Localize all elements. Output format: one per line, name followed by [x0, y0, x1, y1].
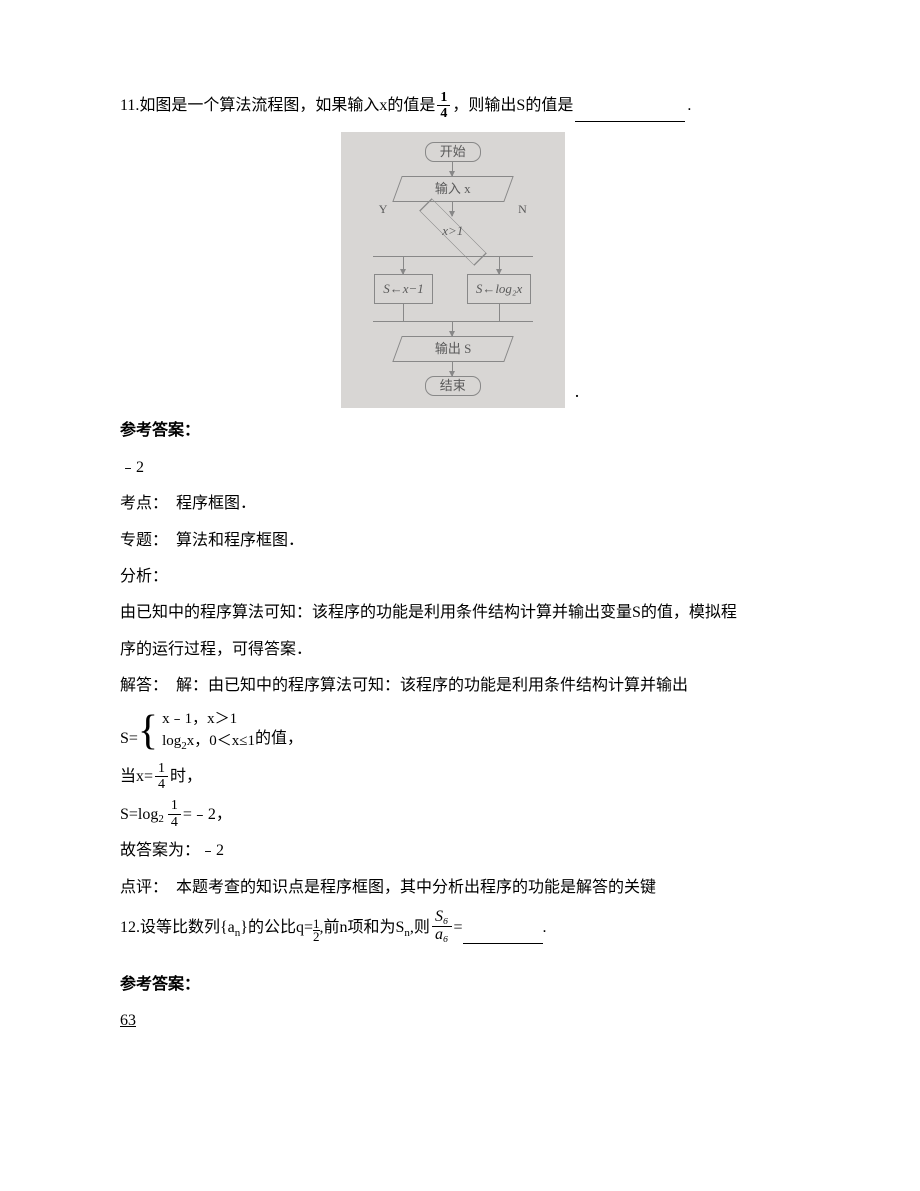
frac-num: 1	[437, 90, 450, 106]
flowchart-yes-label: Y	[379, 198, 388, 221]
q11-number: 11.	[120, 91, 139, 121]
q11-zhuanti: 专题： 算法和程序框图．	[120, 526, 800, 556]
flowchart-input: 输入 x	[392, 176, 513, 202]
q11-jieda-intro: 解答： 解：由已知中的程序算法可知：该程序的功能是利用条件结构计算并输出	[120, 671, 800, 701]
flowchart-container: 开始 输入 x Y N x>1 S←x−1	[120, 132, 800, 409]
q12-number: 12.	[120, 913, 140, 943]
q12-answer-heading: 参考答案：	[120, 970, 800, 1000]
q11-text-before: 如图是一个算法流程图，如果输入x的值是	[139, 91, 435, 121]
q11-dianping: 点评： 本题考查的知识点是程序框图，其中分析出程序的功能是解答的关键	[120, 873, 800, 903]
q11-question: 11. 如图是一个算法流程图，如果输入x的值是 1 4 ，则输出S的值是 .	[120, 90, 800, 122]
flowchart-no-label: N	[518, 198, 527, 221]
arrow-down-icon	[452, 202, 453, 216]
frac-den: 4	[437, 106, 450, 121]
q11-kaodian: 考点： 程序框图．	[120, 489, 800, 519]
q11-period: .	[687, 91, 691, 121]
q11-therefore: 故答案为：﹣2	[120, 836, 800, 866]
flowchart-branch: S←x−1 S←log₂x	[353, 256, 553, 323]
line-icon	[499, 304, 500, 322]
q11-fenxi-p2: 序的运行过程，可得答案．	[120, 635, 800, 665]
q11-answer: ﹣2	[120, 453, 800, 483]
arrow-down-icon	[452, 162, 453, 176]
flowchart-start: 开始	[425, 142, 481, 162]
case-2: log2x，0＜x≤1	[162, 730, 255, 755]
arrow-down-icon	[452, 322, 453, 336]
brace-icon: {	[138, 710, 158, 752]
flowchart-condition: x>1	[423, 216, 483, 248]
q11-fenxi-label: 分析：	[120, 562, 800, 592]
q12-question: 12. 设等比数列{an }的公比q= 1 2 ,前n项和为Sn ,则 S₆ a…	[120, 909, 800, 944]
q11-s-eval: S= log 2 1 4 =﹣2，	[120, 798, 800, 830]
answer-blank	[575, 107, 685, 122]
fraction-s6-a6: S₆ a₆	[432, 909, 452, 944]
fraction-icon: 1 4	[155, 761, 168, 793]
flowchart-left-box: S←x−1	[374, 274, 433, 305]
document-page: 11. 如图是一个算法流程图，如果输入x的值是 1 4 ，则输出S的值是 . 开…	[0, 0, 920, 1191]
flowchart: 开始 输入 x Y N x>1 S←x−1	[341, 132, 565, 409]
fraction-icon: 1 4	[437, 90, 450, 122]
piecewise-function: { x﹣1，x＞1 log2x，0＜x≤1	[138, 708, 255, 755]
flowchart-end: 结束	[425, 376, 481, 396]
q12-answer: 63	[120, 1006, 800, 1036]
line-icon	[403, 304, 404, 322]
image-period: .	[575, 374, 580, 408]
q11-when-x: 当x= 1 4 时，	[120, 761, 800, 793]
q11-text-after: ，则输出S的值是	[452, 91, 573, 121]
arrow-down-icon	[499, 256, 500, 274]
arrow-down-icon	[403, 256, 404, 274]
q11-piecewise: S= { x﹣1，x＞1 log2x，0＜x≤1 的值，	[120, 708, 800, 755]
q11-fenxi-p1: 由已知中的程序算法可知：该程序的功能是利用条件结构计算并输出变量S的值，模拟程	[120, 598, 800, 628]
flowchart-output: 输出 S	[392, 336, 513, 362]
answer-heading: 参考答案：	[120, 416, 800, 446]
fraction-icon: 1 4	[168, 798, 181, 830]
answer-blank	[463, 929, 543, 944]
case-1: x﹣1，x＞1	[162, 708, 255, 731]
s-suffix: 的值，	[255, 724, 303, 754]
flowchart-right-box: S←log₂x	[467, 274, 531, 305]
s-prefix: S=	[120, 724, 138, 754]
arrow-down-icon	[452, 362, 453, 376]
